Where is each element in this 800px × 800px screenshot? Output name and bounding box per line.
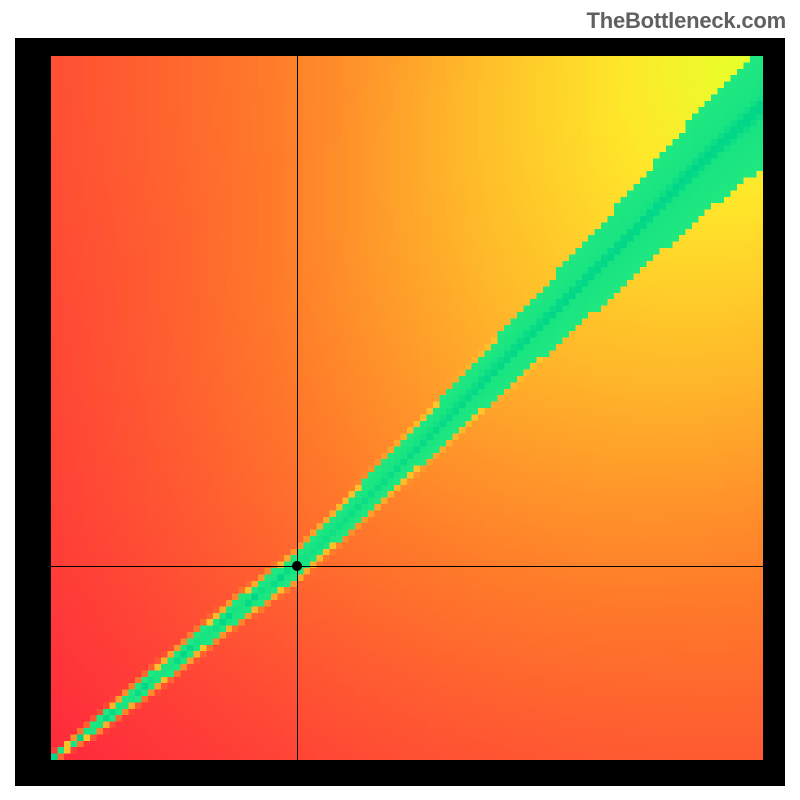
crosshair-marker-icon bbox=[292, 561, 302, 571]
crosshair-vertical bbox=[297, 56, 298, 760]
crosshair-horizontal bbox=[51, 566, 763, 567]
bottleneck-heatmap bbox=[51, 56, 763, 760]
chart-frame bbox=[15, 38, 785, 786]
attribution-text: TheBottleneck.com bbox=[586, 8, 786, 34]
